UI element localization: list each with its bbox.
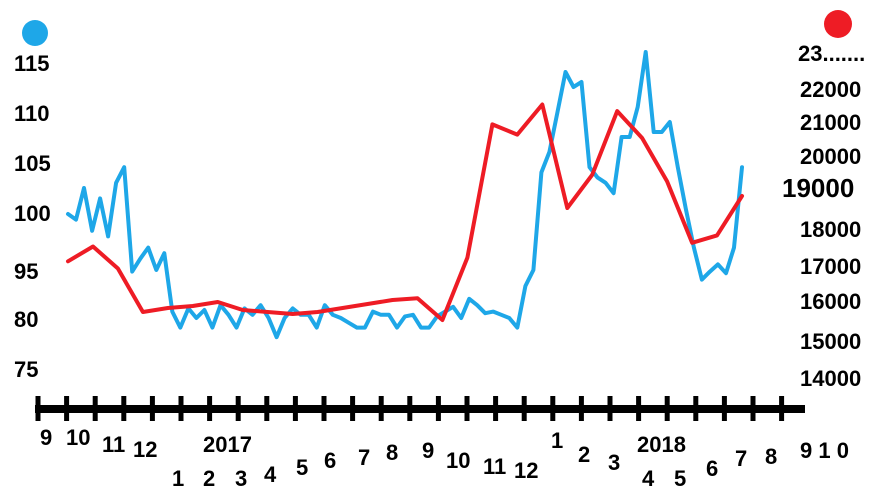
right-axis-label: 22000 <box>800 77 861 102</box>
x-axis-label: 5 <box>296 455 308 480</box>
x-axis-label: 8 <box>386 440 398 465</box>
left-axis-label: 100 <box>14 201 51 226</box>
left-axis-label: 105 <box>14 151 51 176</box>
x-axis-label: 2 <box>578 442 590 467</box>
right-axis-label: 21000 <box>800 110 861 135</box>
x-axis-label: 9 1 0 <box>800 438 849 463</box>
x-axis-label: 4 <box>264 462 277 487</box>
x-axis-label: 10 <box>446 448 470 473</box>
legend-marker-red <box>824 10 852 38</box>
x-axis-label: 12 <box>133 437 157 462</box>
x-axis-label: 6 <box>324 448 336 473</box>
right-axis-label: 18000 <box>800 217 861 242</box>
left-axis-label: 80 <box>14 307 38 332</box>
left-axis-label: 75 <box>14 357 38 382</box>
x-axis-label: 11 <box>483 454 506 479</box>
x-axis-label: 2 <box>203 466 215 491</box>
right-axis-label: 15000 <box>800 329 861 354</box>
right-axis-label: 20000 <box>800 144 861 169</box>
series-layer <box>66 50 744 340</box>
right-axis-labels: 23....... 22000 21000 20000 19000 18000 17000 1… <box>782 41 865 391</box>
x-axis-label: 2018 <box>637 432 686 457</box>
left-axis-label: 110 <box>14 101 50 126</box>
x-axis-label: 5 <box>674 466 686 491</box>
right-axis-label: 23....... <box>798 41 865 66</box>
x-axis-label: 1 <box>172 466 184 491</box>
x-axis-label: 10 <box>66 425 90 450</box>
x-axis-label: 7 <box>735 446 747 471</box>
x-axis-label: 9 <box>40 425 52 450</box>
x-axis-label: 2017 <box>203 432 252 457</box>
x-axis-label: 7 <box>358 445 370 470</box>
x-axis-label: 6 <box>706 456 718 481</box>
x-axis-label: 1 <box>551 428 563 453</box>
series-line-red <box>66 102 744 322</box>
right-axis-label: 16000 <box>800 289 861 314</box>
series-line-blue <box>66 50 744 340</box>
right-axis-label: 17000 <box>800 254 861 279</box>
x-axis-label: 12 <box>514 458 538 483</box>
x-axis-label: 4 <box>642 466 655 491</box>
x-axis-label: 8 <box>765 444 777 469</box>
left-axis-label: 115 <box>14 51 50 76</box>
right-axis-label: 14000 <box>800 366 861 391</box>
x-axis-label: 3 <box>608 450 620 475</box>
left-axis-label: 95 <box>14 259 38 284</box>
legend-marker-blue <box>22 20 48 46</box>
x-axis-label: 9 <box>422 438 434 463</box>
x-axis-label: 11 <box>102 432 125 457</box>
x-axis-ticks <box>35 396 785 421</box>
x-axis-label: 3 <box>235 466 247 491</box>
right-axis-label: 19000 <box>782 173 854 203</box>
left-axis-labels: 115 110 105 100 95 80 75 <box>14 51 51 382</box>
